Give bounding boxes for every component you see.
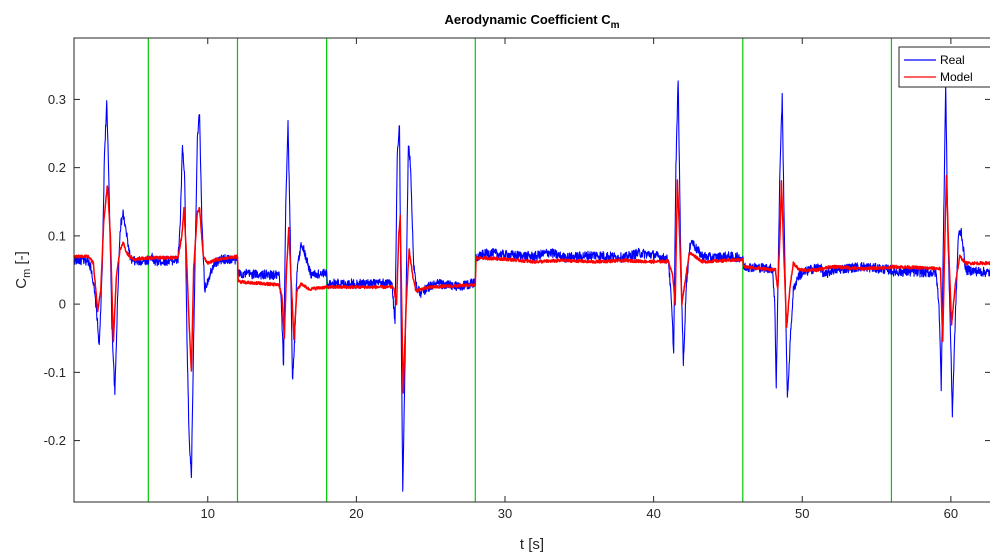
x-tick-label-2: 30: [498, 506, 512, 521]
axes-box: [73, 37, 990, 503]
legend-label-model: Model: [940, 70, 973, 84]
x-tick-label-0: 10: [201, 506, 215, 521]
x-tick-label-4: 50: [795, 506, 809, 521]
y-tick-label-5: 0.3: [48, 92, 66, 107]
y-axis-label: Cm [-]: [13, 251, 33, 289]
series-line-model: [73, 174, 990, 394]
x-tick-label-3: 40: [646, 506, 660, 521]
chart-title: Aerodynamic Coefficient Cm: [444, 12, 619, 31]
x-tick-label-5: 60: [944, 506, 958, 521]
x-axis-label: t [s]: [520, 536, 544, 553]
y-tick-label-1: -0.1: [44, 365, 66, 380]
legend-box: [898, 46, 990, 88]
y-tick-label-0: -0.2: [44, 433, 66, 448]
y-tick-label-2: 0: [59, 297, 66, 312]
y-tick-label-4: 0.2: [48, 160, 66, 175]
ticks: 10 20 30 40 50 60 -0.2 -0.1 0 0.1 0.2 0.3: [44, 38, 990, 521]
series-layer: [73, 80, 990, 492]
legend-label-real: Real: [940, 53, 965, 67]
legend: Real Model: [898, 46, 990, 88]
x-tick-label-1: 20: [349, 506, 363, 521]
y-tick-label-3: 0.1: [48, 228, 66, 243]
